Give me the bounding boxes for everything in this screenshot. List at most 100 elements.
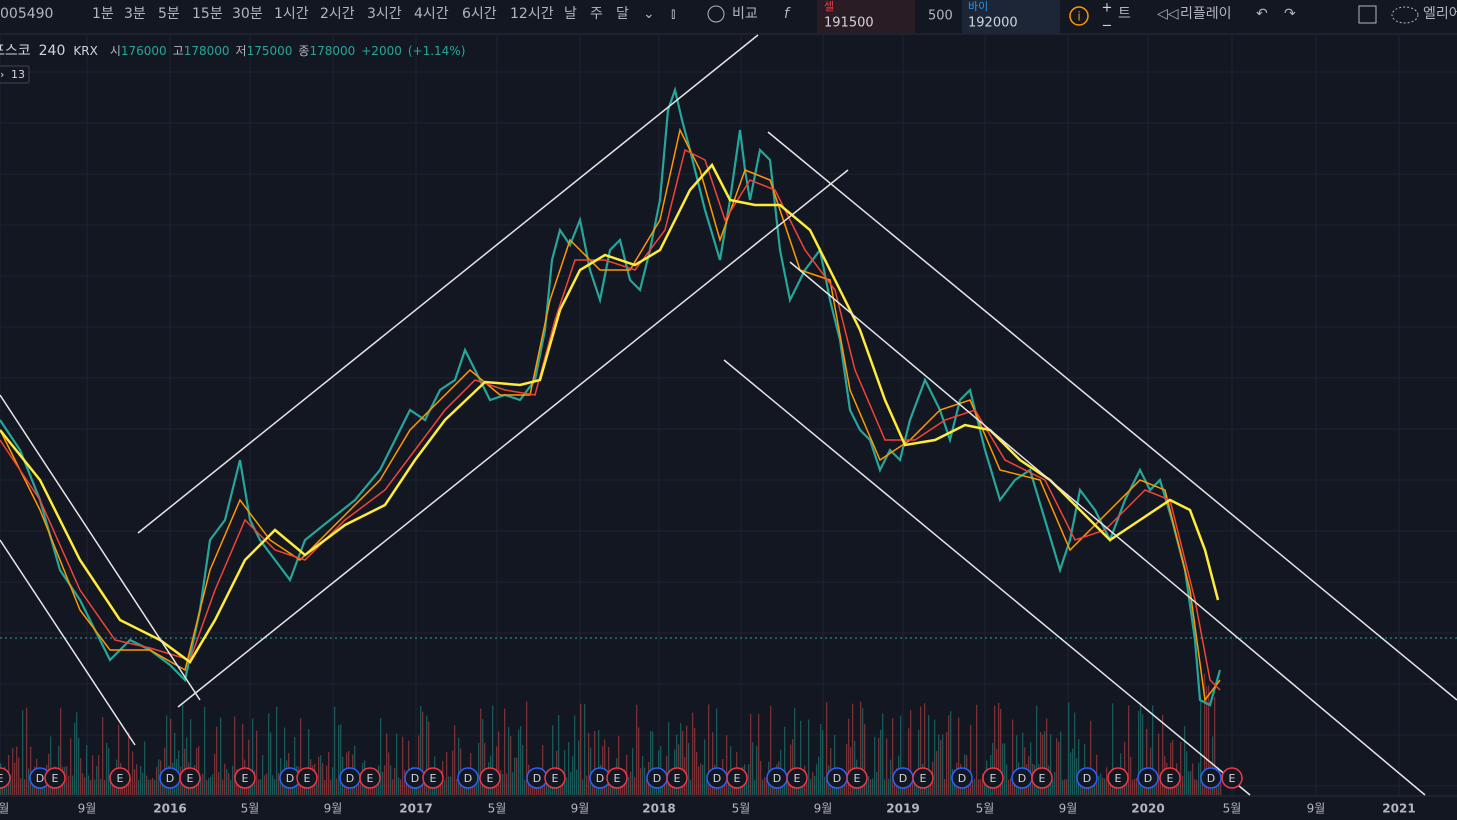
replay[interactable]: 리플레이	[1180, 6, 1232, 22]
event-marker[interactable]	[1200, 767, 1222, 789]
volume-bar	[260, 779, 262, 795]
event-marker[interactable]	[982, 767, 1004, 789]
volume-bar	[340, 724, 342, 795]
event-marker[interactable]	[726, 767, 748, 789]
volume-bar	[572, 756, 574, 795]
event-marker[interactable]	[606, 767, 628, 789]
plus[interactable]: +	[1102, 1, 1113, 16]
volume-bar	[74, 722, 76, 795]
event-marker[interactable]	[846, 767, 868, 789]
volume-bar	[630, 771, 632, 795]
interval[interactable]: 1시간	[274, 6, 309, 22]
volume-bar	[452, 750, 454, 795]
volume-bar	[770, 705, 772, 795]
sell-button[interactable]	[817, 0, 915, 34]
volume-bar	[474, 779, 476, 795]
event-marker[interactable]	[234, 767, 256, 789]
interval[interactable]: 날	[564, 6, 577, 22]
tab-fragment[interactable]: 트	[1118, 6, 1131, 22]
volume-bar	[754, 779, 756, 795]
volume-bar	[390, 765, 392, 795]
fx-icon[interactable]: f	[784, 6, 791, 22]
event-marker[interactable]	[1159, 767, 1181, 789]
event-marker[interactable]	[479, 767, 501, 789]
interval[interactable]: 6시간	[462, 6, 497, 22]
event-label: D	[713, 772, 721, 785]
layout-icon[interactable]	[1358, 5, 1377, 24]
volume-bar	[668, 722, 670, 795]
dropdown[interactable]: ⌄	[643, 6, 655, 22]
volume-bar	[728, 776, 730, 795]
volume-bar	[1030, 742, 1032, 795]
event-marker[interactable]	[179, 767, 201, 789]
interval[interactable]: 12시간	[510, 6, 554, 22]
event-marker[interactable]	[951, 767, 973, 789]
event-marker[interactable]	[0, 767, 11, 789]
interval[interactable]: 5분	[158, 6, 180, 22]
event-marker[interactable]	[912, 767, 934, 789]
volume-bar	[520, 726, 522, 795]
undo[interactable]: ↶	[1256, 6, 1268, 22]
right-fragment[interactable]: 엘리어	[1423, 6, 1457, 22]
minus[interactable]: −	[1102, 19, 1113, 34]
x-tick-label: 2016	[153, 802, 186, 816]
volume-bar	[92, 755, 94, 795]
volume-bar	[72, 775, 74, 795]
compare[interactable]: 비교	[732, 6, 758, 22]
volume-bar	[1204, 673, 1206, 795]
interval[interactable]: 30분	[232, 6, 263, 22]
event-marker[interactable]	[44, 767, 66, 789]
event-marker[interactable]	[544, 767, 566, 789]
event-marker[interactable]	[457, 767, 479, 789]
cloud-icon[interactable]	[1391, 6, 1419, 24]
volume-bar	[946, 731, 948, 795]
volume-bar	[334, 706, 336, 795]
volume-bar	[508, 727, 510, 795]
event-marker[interactable]	[1107, 767, 1129, 789]
redo[interactable]: ↷	[1284, 6, 1296, 22]
indicators-badge[interactable]	[0, 65, 30, 84]
interval[interactable]: 3분	[124, 6, 146, 22]
event-label: E	[734, 772, 741, 785]
event-marker[interactable]	[1076, 767, 1098, 789]
volume-bar	[1132, 779, 1134, 795]
volume-bar	[1022, 732, 1024, 795]
symbol[interactable]: 005490	[0, 6, 53, 22]
volume-bar	[974, 778, 976, 795]
event-marker[interactable]	[296, 767, 318, 789]
event-marker[interactable]	[786, 767, 808, 789]
interval[interactable]: 2시간	[320, 6, 355, 22]
event-marker[interactable]	[1031, 767, 1053, 789]
chart-type[interactable]: ⫾	[671, 6, 675, 22]
info-icon[interactable]	[1069, 6, 1089, 26]
compare-icon[interactable]	[707, 5, 725, 23]
volume-bar	[70, 738, 72, 795]
volume-bar	[578, 740, 580, 795]
volume-bar	[320, 755, 322, 795]
event-marker[interactable]	[359, 767, 381, 789]
volume-bar	[234, 716, 236, 795]
x-tick-label: 5월	[732, 802, 751, 816]
volume-bar	[522, 745, 524, 795]
toolbar-items: 1분 3분 5분 15분 30분 1시간 2시간 3시간 4시간 6시간 12시간 날 주 달 ⌄ ⫾	[92, 6, 675, 22]
event-marker[interactable]	[1137, 767, 1159, 789]
buy-button[interactable]	[962, 0, 1060, 34]
interval[interactable]: 15분	[192, 6, 223, 22]
event-marker[interactable]	[666, 767, 688, 789]
event-marker[interactable]	[109, 767, 131, 789]
volume-bar	[84, 777, 86, 795]
interval[interactable]: 4시간	[414, 6, 449, 22]
sell-label: 셀	[824, 0, 834, 13]
volume-bar	[504, 708, 506, 795]
event-marker[interactable]	[1221, 767, 1243, 789]
replay-icon[interactable]: ◁◁	[1157, 6, 1179, 22]
interval[interactable]: 1분	[92, 6, 114, 22]
interval[interactable]: 달	[616, 6, 629, 22]
interval[interactable]: 3시간	[367, 6, 402, 22]
toolbar	[0, 0, 1457, 34]
interval[interactable]: 주	[590, 6, 603, 22]
volume-bar	[878, 737, 880, 795]
volume-bar	[1012, 719, 1014, 795]
volume-bar	[950, 711, 952, 795]
event-marker[interactable]	[422, 767, 444, 789]
